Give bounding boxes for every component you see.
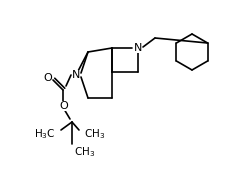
Text: O: O (44, 73, 52, 83)
Text: O: O (60, 101, 68, 111)
Text: N: N (134, 43, 142, 53)
Text: $\mathregular{H_3C}$: $\mathregular{H_3C}$ (34, 127, 56, 141)
Text: N: N (72, 70, 80, 80)
Text: $\mathregular{CH_3}$: $\mathregular{CH_3}$ (74, 145, 95, 159)
Text: $\mathregular{CH_3}$: $\mathregular{CH_3}$ (84, 127, 105, 141)
